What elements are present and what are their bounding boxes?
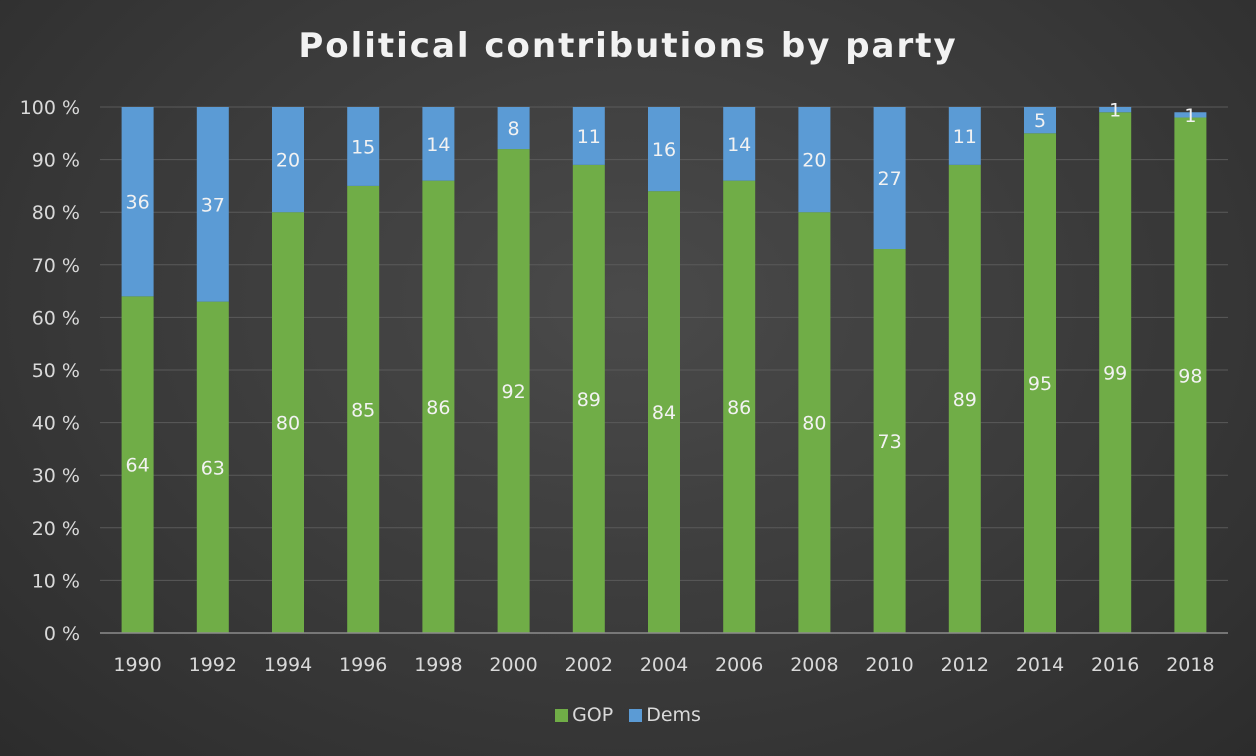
data-label: 99: [1103, 363, 1127, 385]
x-tick-label: 2006: [715, 654, 763, 676]
data-label: 95: [1028, 373, 1052, 395]
x-tick-label: 2004: [640, 654, 688, 676]
bar-dems: [422, 107, 455, 181]
data-label: 14: [727, 134, 751, 156]
x-tick-label: 2002: [565, 654, 613, 676]
bar-dems: [648, 107, 680, 192]
bar-gop: [1099, 112, 1132, 633]
data-label: 8: [508, 118, 520, 140]
x-tick-label: 1994: [264, 654, 312, 676]
chart-title: Political contributions by party: [298, 26, 958, 66]
data-label: 92: [502, 381, 526, 403]
bar-gop: [873, 249, 906, 633]
legend-item-gop: GOP: [555, 704, 613, 726]
bar-dems: [272, 107, 304, 213]
y-tick-label: 50 %: [32, 360, 80, 382]
x-tick-label: 1996: [339, 654, 387, 676]
y-tick-label: 0 %: [44, 623, 80, 645]
data-label: 5: [1034, 110, 1046, 132]
bar-dems: [873, 107, 906, 250]
chart-legend: GOP Dems: [0, 704, 1256, 726]
y-tick-label: 90 %: [32, 150, 80, 172]
bar-dems: [121, 107, 154, 297]
legend-label: Dems: [646, 704, 701, 726]
bar-gop: [1174, 117, 1207, 633]
data-label: 1: [1184, 105, 1196, 127]
bar-gop: [648, 191, 680, 633]
legend-item-dems: Dems: [629, 704, 701, 726]
y-tick-label: 10 %: [32, 570, 80, 592]
bar-dems: [497, 107, 530, 150]
y-tick-label: 70 %: [32, 255, 80, 277]
data-label: 37: [201, 194, 225, 216]
x-tick-label: 1998: [414, 654, 462, 676]
y-tick-label: 40 %: [32, 413, 80, 435]
bar-gop: [948, 164, 981, 634]
bar-dems: [1024, 107, 1056, 134]
data-label: 20: [276, 150, 300, 172]
data-label: 14: [426, 134, 450, 156]
data-label: 86: [426, 397, 450, 419]
y-tick-label: 20 %: [32, 518, 80, 540]
x-tick-label: 2018: [1166, 654, 1214, 676]
y-tick-label: 60 %: [32, 307, 80, 329]
data-label: 85: [351, 399, 375, 421]
x-tick-label: 2012: [941, 654, 989, 676]
bar-dems: [1174, 112, 1207, 118]
x-tick-label: 1992: [189, 654, 237, 676]
data-label: 15: [351, 136, 375, 158]
data-label: 89: [953, 389, 977, 411]
data-label: 1: [1109, 100, 1121, 122]
data-label: 11: [577, 126, 601, 148]
x-tick-label: 2008: [790, 654, 838, 676]
data-label: 80: [802, 413, 826, 435]
bar-dems: [1099, 107, 1132, 113]
bar-dems: [948, 107, 981, 165]
bar-gop: [121, 296, 154, 633]
bar-gop: [347, 185, 380, 633]
data-label: 80: [276, 413, 300, 435]
bar-dems: [572, 107, 605, 165]
data-label: 36: [126, 192, 150, 214]
x-tick-label: 2000: [489, 654, 537, 676]
data-label: 27: [878, 168, 902, 190]
bar-gop: [798, 212, 831, 633]
bar-dems: [196, 107, 229, 302]
bar-gop: [272, 212, 304, 633]
data-label: 86: [727, 397, 751, 419]
bar-gop: [196, 301, 229, 633]
legend-label: GOP: [572, 704, 614, 726]
x-tick-label: 2010: [865, 654, 913, 676]
y-tick-label: 80 %: [32, 202, 80, 224]
x-tick-label: 1990: [113, 654, 161, 676]
data-label: 89: [577, 389, 601, 411]
data-label: 84: [652, 402, 676, 424]
data-label: 64: [126, 455, 150, 477]
x-tick-label: 2014: [1016, 654, 1064, 676]
bar-gop: [497, 149, 530, 633]
data-label: 98: [1178, 365, 1202, 387]
data-label: 11: [953, 126, 977, 148]
legend-swatch: [629, 708, 643, 722]
bar-gop: [723, 180, 756, 633]
data-label: 73: [878, 431, 902, 453]
bar-gop: [1024, 133, 1056, 634]
bar-gop: [572, 164, 605, 634]
y-tick-label: 30 %: [32, 465, 80, 487]
bar-dems: [347, 107, 380, 186]
x-tick-label: 2016: [1091, 654, 1139, 676]
bar-gop: [422, 180, 455, 633]
data-label: 20: [802, 150, 826, 172]
data-label: 63: [201, 457, 225, 479]
data-label: 16: [652, 139, 676, 161]
bar-dems: [723, 107, 756, 181]
y-tick-label: 100 %: [20, 97, 80, 119]
legend-swatch: [555, 708, 569, 722]
bar-dems: [798, 107, 831, 213]
